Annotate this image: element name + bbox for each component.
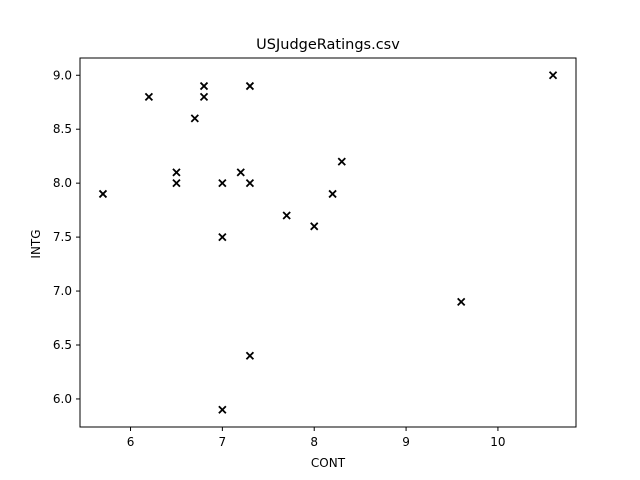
y-tick-label: 6.0 <box>53 392 72 406</box>
x-tick-label: 8 <box>310 435 318 449</box>
y-tick-label: 9.0 <box>53 68 72 82</box>
data-point <box>199 81 209 91</box>
data-point <box>245 179 255 188</box>
data-point <box>457 297 466 306</box>
chart-title: USJudgeRatings.csv <box>256 37 400 53</box>
y-tick-label: 8.5 <box>53 122 72 136</box>
plot-frame <box>79 57 577 428</box>
x-tick-label: 7 <box>219 435 227 449</box>
data-point <box>218 179 227 188</box>
data-point <box>282 211 291 220</box>
y-tick-label: 7.0 <box>53 284 72 298</box>
data-point <box>245 81 255 91</box>
data-point <box>236 168 245 177</box>
x-axis-label: CONT <box>311 456 346 470</box>
data-point <box>548 71 558 80</box>
x-tick-label: 10 <box>490 435 505 449</box>
data-point <box>190 114 199 123</box>
data-point <box>218 232 227 242</box>
y-tick-label: 6.5 <box>53 338 72 352</box>
data-point <box>337 157 346 166</box>
y-tick-label: 8.0 <box>53 176 72 190</box>
y-axis-label: INTG <box>29 229 43 258</box>
x-tick-label: 6 <box>127 435 135 449</box>
data-point <box>245 351 255 360</box>
data-point <box>172 179 181 188</box>
data-point <box>199 92 209 101</box>
data-point <box>172 168 181 177</box>
data-point <box>328 189 337 199</box>
plot-area: 6 7 8 9 10 6.0 6.5 7.0 7.5 8.0 8.5 9.0 <box>53 57 577 449</box>
data-point <box>144 92 154 101</box>
data-point <box>98 189 108 199</box>
y-tick-label: 7.5 <box>53 230 72 244</box>
data-point <box>310 222 319 231</box>
x-tick-label: 9 <box>402 435 410 449</box>
data-point <box>218 405 227 414</box>
